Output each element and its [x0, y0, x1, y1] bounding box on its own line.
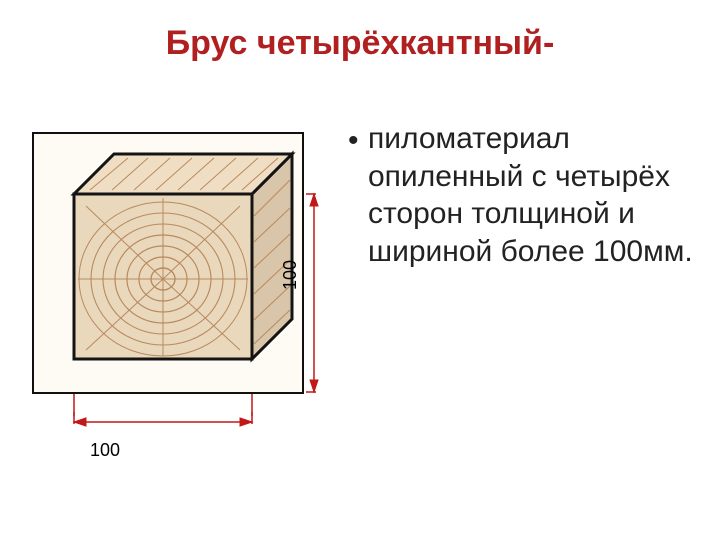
dim-width-arrow [72, 412, 254, 432]
dim-width-label: 100 [90, 440, 120, 461]
content-area: 100 100 • пиломатериал опиленный с четы [0, 120, 720, 520]
beam-illustration [32, 132, 304, 394]
slide-title: Брус четырёхкантный- [0, 24, 720, 63]
dim-height-label: 100 [280, 260, 301, 290]
beam-svg [34, 134, 302, 392]
figure-container: 100 100 [32, 120, 342, 520]
slide: Брус четырёхкантный- [0, 0, 720, 540]
dim-ext-left [72, 394, 76, 416]
dim-height-arrow [304, 192, 324, 394]
bullet-list: • пиломатериал опиленный с четырёх сторо… [348, 120, 698, 270]
bullet-item: • пиломатериал опиленный с четырёх сторо… [348, 120, 698, 270]
bullet-text: пиломатериал опиленный с четырёх сторон … [368, 120, 698, 270]
bullet-marker: • [348, 120, 368, 270]
dim-ext-right [250, 394, 254, 416]
